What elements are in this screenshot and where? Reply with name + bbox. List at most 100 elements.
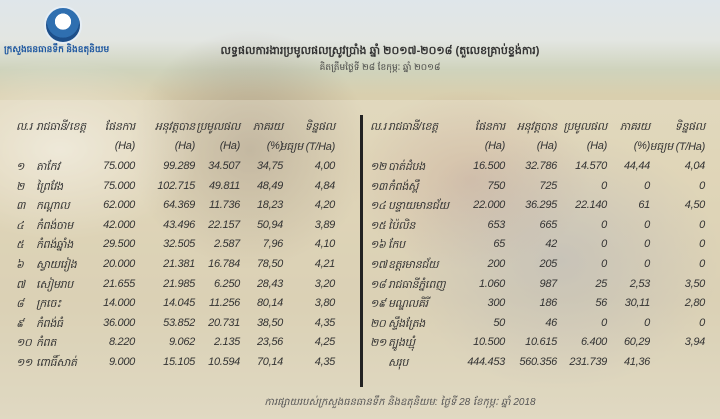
- row-no-cell: ១៦: [370, 239, 386, 252]
- row-plan-cell: 65: [493, 238, 505, 251]
- row-harvest-cell: 2.587: [213, 238, 240, 251]
- row-percent-cell: 0: [644, 218, 650, 231]
- row-actual-cell: 99.289: [163, 160, 195, 172]
- row-yield-cell: 4,10: [314, 238, 336, 251]
- row-plan-cell: 200: [487, 258, 506, 270]
- row-percent-cell: 23,56: [256, 336, 283, 349]
- row-no-cell: ១០: [16, 337, 32, 350]
- row-no-cell: ៧: [16, 278, 25, 291]
- column-header-plan: ផែនការ: [474, 121, 506, 133]
- row-yield-cell: 4,84: [314, 179, 336, 192]
- column-unit-harvest: (Ha): [586, 140, 608, 152]
- row-harvest-cell: 0: [601, 316, 607, 329]
- row-actual-cell: 205: [539, 258, 558, 270]
- row-harvest-cell: 25: [595, 277, 607, 290]
- row-percent-cell: 0: [644, 238, 650, 251]
- total-plan-cell: 444.453: [467, 356, 505, 368]
- row-no-cell: ១៧: [370, 259, 387, 271]
- row-yield-cell: 0: [699, 238, 705, 251]
- row-harvest-cell: 0: [601, 218, 607, 231]
- row-percent-cell: 60,29: [623, 336, 650, 349]
- row-province-cell: ព្រៃវែង: [36, 180, 63, 193]
- column-unit-yield: មធ្យម (T/Ha): [279, 141, 336, 153]
- total-harvest-cell: 231.739: [569, 356, 607, 368]
- row-actual-cell: 43.496: [163, 218, 195, 231]
- row-percent-cell: 80,14: [256, 297, 283, 310]
- row-percent-cell: 18,23: [256, 199, 283, 212]
- row-province-cell: តាកែវ: [36, 161, 60, 173]
- footer-note: ការផ្សាយរបស់ក្រសួងធនធានទឹក និងឧតុនិយម: ថ…: [264, 397, 536, 408]
- column-header-province: រាជធានី/ខេត្ត: [36, 121, 86, 133]
- row-yield-cell: 2,80: [684, 297, 706, 310]
- row-yield-cell: 4,50: [684, 199, 706, 212]
- row-harvest-cell: 20.731: [208, 316, 240, 329]
- row-province-cell: កំពត: [36, 337, 57, 350]
- row-percent-cell: 28,43: [256, 277, 283, 290]
- row-percent-cell: 38,50: [256, 316, 283, 329]
- row-province-cell: ពោធិ៍សាត់: [36, 357, 77, 369]
- row-yield-cell: 4,25: [314, 336, 336, 349]
- row-yield-cell: 4,00: [314, 160, 336, 172]
- ministry-logo: [44, 6, 82, 44]
- row-yield-cell: 0: [699, 316, 705, 329]
- row-harvest-cell: 11.736: [208, 199, 240, 212]
- row-no-cell: ១៤: [370, 200, 386, 213]
- column-header-no: ល.រ: [16, 121, 33, 133]
- row-actual-cell: 15.105: [163, 356, 195, 368]
- row-province-cell: ស្ទឹងត្រែង: [388, 317, 425, 330]
- column-header-actual: អនុវត្តបាន: [516, 121, 557, 133]
- row-province-cell: ប៉ៃលិន: [388, 219, 416, 232]
- column-header-plan: ផែនការ: [104, 121, 136, 133]
- row-harvest-cell: 0: [601, 179, 607, 192]
- row-no-cell: ៤: [16, 219, 24, 232]
- row-province-cell: ឧត្ដរមានជ័យ: [388, 259, 439, 271]
- row-plan-cell: 21.655: [103, 277, 135, 290]
- row-percent-cell: 48,49: [256, 179, 283, 192]
- row-yield-cell: 0: [699, 218, 705, 231]
- row-province-cell: ស្វាយរៀង: [36, 259, 77, 271]
- column-unit-actual: (Ha): [536, 140, 558, 152]
- column-unit-harvest: (Ha): [219, 140, 241, 152]
- column-unit-actual: (Ha): [174, 140, 196, 152]
- row-province-cell: សៀមរាប: [36, 278, 73, 291]
- row-plan-cell: 750: [487, 179, 506, 192]
- row-no-cell: ២: [16, 180, 25, 193]
- row-percent-cell: 44,44: [623, 160, 650, 172]
- row-plan-cell: 14.000: [103, 297, 135, 310]
- row-harvest-cell: 10.594: [208, 356, 240, 368]
- row-actual-cell: 53.852: [163, 316, 195, 329]
- row-actual-cell: 14.045: [163, 297, 195, 310]
- column-header-no: ល.រ: [370, 121, 387, 133]
- row-actual-cell: 9.062: [168, 336, 195, 349]
- row-no-cell: ២១: [370, 337, 387, 350]
- row-harvest-cell: 34.507: [208, 160, 240, 172]
- total-percent-cell: 41,36: [623, 356, 650, 368]
- row-yield-cell: 4,20: [314, 199, 336, 212]
- row-province-cell: បន្ទាយមានជ័យ: [388, 200, 449, 213]
- column-unit-percent: (%): [633, 140, 651, 152]
- row-plan-cell: 653: [487, 218, 506, 231]
- row-yield-cell: 4,35: [314, 316, 336, 329]
- row-province-cell: កំពង់ស្ពឺ: [388, 180, 419, 193]
- row-yield-cell: 4,21: [314, 258, 336, 270]
- row-plan-cell: 29.500: [103, 238, 135, 251]
- column-unit-plan: (Ha): [484, 140, 506, 152]
- row-province-cell: ក្រចេះ: [36, 298, 61, 311]
- total-province-cell: សរុប: [388, 357, 409, 369]
- row-harvest-cell: 22.157: [208, 218, 240, 231]
- row-yield-cell: 0: [699, 179, 705, 192]
- page-title: លទ្ធផលការងារប្រមូលផលស្រូវប្រាំង ឆ្នាំ ២០…: [220, 45, 540, 57]
- row-percent-cell: 7,96: [262, 238, 284, 251]
- row-plan-cell: 1.060: [478, 277, 505, 290]
- row-no-cell: ៦: [16, 259, 24, 271]
- row-province-cell: កណ្ដាល: [36, 200, 70, 213]
- row-plan-cell: 75.000: [103, 160, 135, 172]
- row-plan-cell: 75.000: [103, 179, 135, 192]
- row-percent-cell: 0: [644, 258, 650, 270]
- row-yield-cell: 3,89: [314, 218, 336, 231]
- row-actual-cell: 186: [539, 297, 558, 310]
- row-plan-cell: 20.000: [103, 258, 135, 270]
- row-actual-cell: 987: [539, 277, 558, 290]
- row-plan-cell: 36.000: [103, 316, 135, 329]
- column-header-percent: ភាគរយ: [252, 121, 284, 133]
